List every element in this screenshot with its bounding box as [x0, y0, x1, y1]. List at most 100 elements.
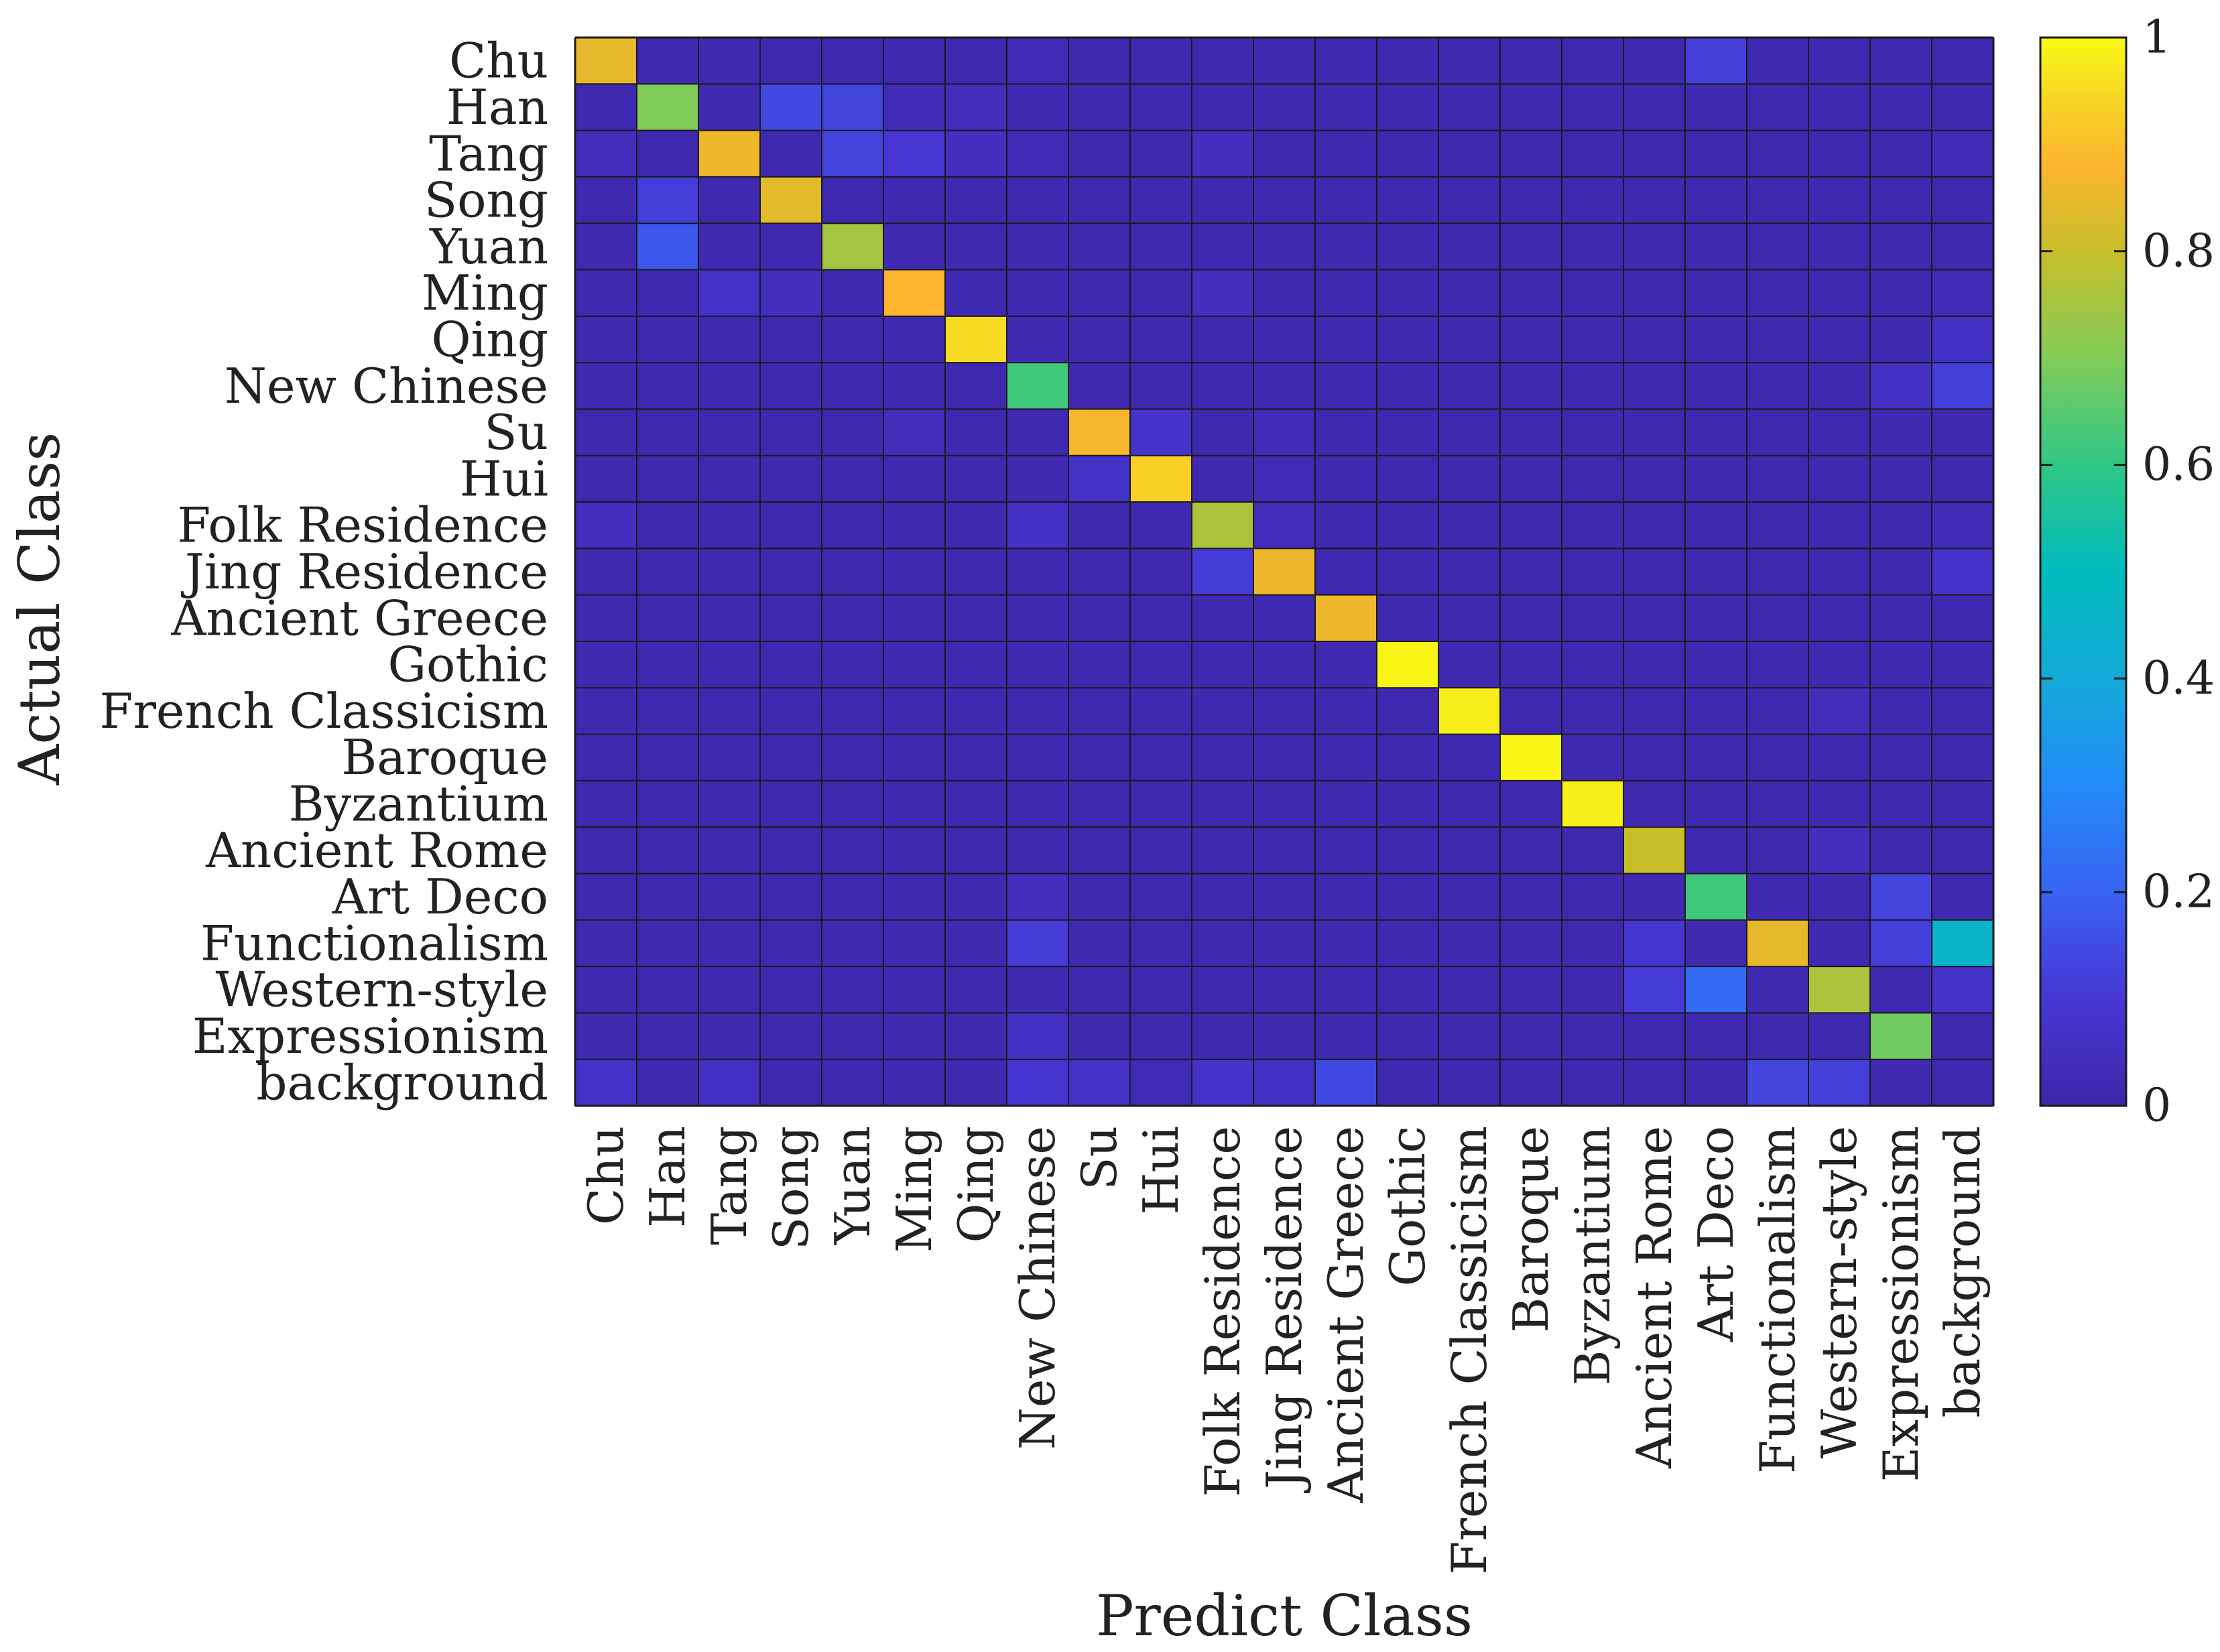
heatmap-cell	[1685, 176, 1747, 224]
heatmap-cell	[883, 1059, 946, 1106]
heatmap-cell	[637, 688, 699, 735]
heatmap-cell	[1192, 1059, 1254, 1106]
heatmap-cell	[1870, 1059, 1932, 1106]
heatmap-cell	[1808, 502, 1871, 549]
heatmap-cell	[1192, 269, 1254, 317]
heatmap-cell	[822, 176, 884, 224]
heatmap-cell	[637, 223, 699, 271]
heatmap-cell	[1253, 130, 1316, 178]
heatmap-cell	[1623, 502, 1686, 549]
heatmap-cell	[1932, 84, 1994, 131]
heatmap-cell	[1685, 688, 1747, 735]
heatmap-cell	[883, 780, 946, 828]
heatmap-cell	[1747, 919, 1809, 967]
heatmap-cell	[575, 873, 637, 921]
heatmap-cell	[1130, 1059, 1192, 1106]
x-tick-label: New Chinese	[1009, 1126, 1066, 1450]
heatmap-cell	[945, 641, 1007, 688]
heatmap-cell	[822, 966, 884, 1013]
heatmap-cell	[822, 734, 884, 781]
heatmap-cell	[698, 594, 761, 642]
heatmap-cell	[1685, 1059, 1747, 1106]
colorbar-tick-label: 1	[2142, 11, 2171, 64]
heatmap-cell	[1500, 641, 1562, 688]
heatmap-cell	[883, 594, 946, 642]
heatmap-cell	[1068, 409, 1131, 456]
heatmap-cell	[698, 38, 761, 84]
heatmap-cell	[760, 827, 822, 875]
heatmap-cell	[1377, 409, 1439, 456]
heatmap-cell	[1068, 1013, 1131, 1060]
colorbar-tick-label: 0.8	[2142, 225, 2215, 277]
y-tick-label: Yuan	[429, 218, 548, 275]
heatmap-cell	[1500, 594, 1562, 642]
heatmap-cell	[1808, 548, 1871, 596]
heatmap-cell	[822, 223, 884, 271]
heatmap-cell	[1623, 1013, 1686, 1060]
heatmap-cell	[1315, 269, 1377, 317]
heatmap-cell	[760, 455, 822, 503]
heatmap-cell	[760, 363, 822, 410]
heatmap-cell	[1500, 316, 1562, 363]
heatmap-cell	[1253, 641, 1316, 688]
heatmap-cell	[1192, 919, 1254, 967]
heatmap-cell	[1377, 223, 1439, 271]
heatmap-cell	[1932, 176, 1994, 224]
x-tick-label: Western-style	[1811, 1126, 1867, 1459]
heatmap-cell	[637, 548, 699, 596]
heatmap-cell	[1747, 641, 1809, 688]
heatmap-cell	[1500, 827, 1562, 875]
heatmap-cell	[1068, 38, 1131, 84]
heatmap-cell	[822, 688, 884, 735]
heatmap-cell	[1870, 594, 1932, 642]
heatmap-cell	[1500, 130, 1562, 178]
heatmap-cell	[1623, 363, 1686, 410]
heatmap-cell	[1130, 641, 1192, 688]
heatmap-cell	[1130, 176, 1192, 224]
heatmap-cell	[1130, 780, 1192, 828]
heatmap-cell	[1932, 502, 1994, 549]
heatmap-cell	[1315, 688, 1377, 735]
heatmap-cell	[1438, 84, 1501, 131]
heatmap-cell	[1500, 363, 1562, 410]
heatmap-cell	[1932, 269, 1994, 317]
heatmap-cell	[1562, 176, 1624, 224]
y-tick-label: Ancient Rome	[205, 822, 548, 879]
heatmap-cell	[1192, 734, 1254, 781]
heatmap-cell	[698, 176, 761, 224]
y-tick-label: Baroque	[341, 729, 548, 785]
heatmap-cell	[1747, 827, 1809, 875]
colorbar: 0 0.2 0.4 0.6 0.8 1	[2039, 11, 2215, 1133]
heatmap-cell	[945, 363, 1007, 410]
heatmap-cell	[1192, 130, 1254, 178]
heatmap-cell	[1500, 176, 1562, 224]
heatmap-cell	[1623, 130, 1686, 178]
heatmap-cell	[1808, 734, 1871, 781]
heatmap-cell	[945, 1013, 1007, 1060]
heatmap-cell	[637, 734, 699, 781]
heatmap-cell	[1130, 548, 1192, 596]
heatmap-cell	[945, 919, 1007, 967]
heatmap-cell	[1253, 1013, 1316, 1060]
heatmap-cell	[1685, 130, 1747, 178]
y-tick-label: Byzantium	[289, 776, 548, 832]
heatmap-cell	[1685, 594, 1747, 642]
heatmap-cell	[1130, 1013, 1192, 1060]
heatmap-cell	[1747, 688, 1809, 735]
heatmap-cell	[637, 873, 699, 921]
heatmap-cell	[1130, 223, 1192, 271]
heatmap-cell	[1562, 734, 1624, 781]
heatmap-cell	[637, 780, 699, 828]
heatmap-cell	[1623, 409, 1686, 456]
heatmap-cell	[1377, 688, 1439, 735]
heatmap-cell	[1623, 1059, 1686, 1106]
heatmap-cell	[1438, 223, 1501, 271]
heatmap-cell	[1623, 316, 1686, 363]
heatmap-cell	[1438, 363, 1501, 410]
heatmap-cell	[1315, 38, 1377, 84]
heatmap-cell	[1808, 641, 1871, 688]
heatmap-cell	[698, 1059, 761, 1106]
heatmap-cell	[760, 1013, 822, 1060]
heatmap-cell	[1500, 1013, 1562, 1060]
heatmap-cell	[1870, 269, 1932, 317]
